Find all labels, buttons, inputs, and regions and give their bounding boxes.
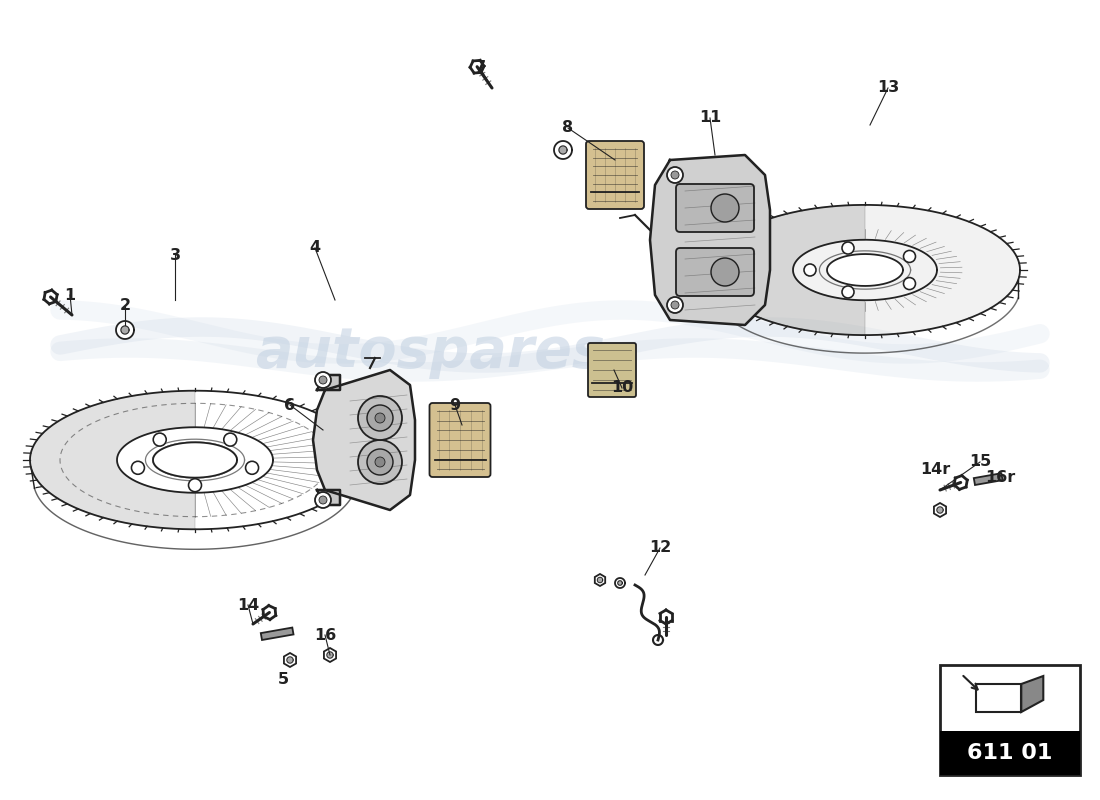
Text: 15: 15 — [969, 454, 991, 470]
Circle shape — [223, 433, 236, 446]
Bar — [977, 684, 1021, 712]
Text: 3: 3 — [169, 247, 180, 262]
FancyBboxPatch shape — [676, 184, 754, 232]
Polygon shape — [1021, 676, 1043, 712]
Polygon shape — [559, 146, 568, 154]
FancyBboxPatch shape — [676, 248, 754, 296]
Circle shape — [367, 449, 393, 475]
Polygon shape — [284, 653, 296, 667]
Circle shape — [671, 301, 679, 309]
Text: 6: 6 — [285, 398, 296, 413]
Polygon shape — [934, 503, 946, 517]
Text: 11: 11 — [698, 110, 722, 126]
Circle shape — [671, 171, 679, 179]
Circle shape — [315, 492, 331, 508]
Polygon shape — [327, 652, 333, 658]
Circle shape — [375, 457, 385, 467]
Polygon shape — [261, 627, 294, 640]
Polygon shape — [30, 390, 195, 530]
Polygon shape — [153, 442, 236, 478]
Circle shape — [711, 194, 739, 222]
Circle shape — [358, 440, 402, 484]
Circle shape — [842, 242, 854, 254]
Text: 14: 14 — [236, 598, 260, 613]
Text: 611 01: 611 01 — [967, 743, 1053, 763]
Polygon shape — [116, 321, 134, 339]
FancyBboxPatch shape — [429, 403, 491, 477]
Circle shape — [319, 376, 327, 384]
Text: 4: 4 — [309, 241, 320, 255]
Text: 16: 16 — [314, 627, 337, 642]
Circle shape — [711, 258, 739, 286]
Text: 12: 12 — [649, 541, 671, 555]
FancyBboxPatch shape — [588, 343, 636, 397]
Polygon shape — [314, 370, 415, 510]
Circle shape — [667, 297, 683, 313]
Polygon shape — [597, 578, 603, 582]
Text: 16r: 16r — [984, 470, 1015, 486]
Text: 13: 13 — [877, 81, 899, 95]
Text: 10: 10 — [610, 381, 634, 395]
Polygon shape — [710, 205, 865, 335]
Polygon shape — [595, 574, 605, 586]
Circle shape — [153, 433, 166, 446]
Text: 1: 1 — [65, 287, 76, 302]
Polygon shape — [317, 490, 340, 505]
Text: 9: 9 — [450, 398, 461, 413]
Polygon shape — [615, 578, 625, 588]
Text: 14r: 14r — [920, 462, 950, 478]
Circle shape — [842, 286, 854, 298]
Bar — [940, 731, 1080, 775]
Text: 8: 8 — [562, 121, 573, 135]
Polygon shape — [974, 474, 1002, 485]
Polygon shape — [827, 254, 903, 286]
Circle shape — [804, 264, 816, 276]
FancyBboxPatch shape — [586, 141, 644, 209]
Circle shape — [375, 413, 385, 423]
Text: 7: 7 — [474, 61, 485, 75]
Polygon shape — [650, 155, 770, 325]
Circle shape — [319, 496, 327, 504]
Polygon shape — [937, 507, 943, 513]
Text: 2: 2 — [120, 298, 131, 313]
Circle shape — [903, 278, 915, 290]
Polygon shape — [121, 326, 129, 334]
Circle shape — [315, 372, 331, 388]
Bar — [940, 665, 1080, 775]
Circle shape — [131, 462, 144, 474]
Circle shape — [667, 167, 683, 183]
Text: 5: 5 — [277, 673, 288, 687]
Circle shape — [245, 462, 258, 474]
Polygon shape — [710, 205, 1020, 335]
Circle shape — [358, 396, 402, 440]
Polygon shape — [618, 581, 623, 586]
Circle shape — [367, 405, 393, 431]
Circle shape — [188, 478, 201, 492]
Polygon shape — [317, 375, 340, 390]
Polygon shape — [287, 657, 293, 663]
Circle shape — [903, 250, 915, 262]
Polygon shape — [554, 141, 572, 159]
Polygon shape — [323, 648, 337, 662]
Text: autospares: autospares — [255, 325, 605, 379]
